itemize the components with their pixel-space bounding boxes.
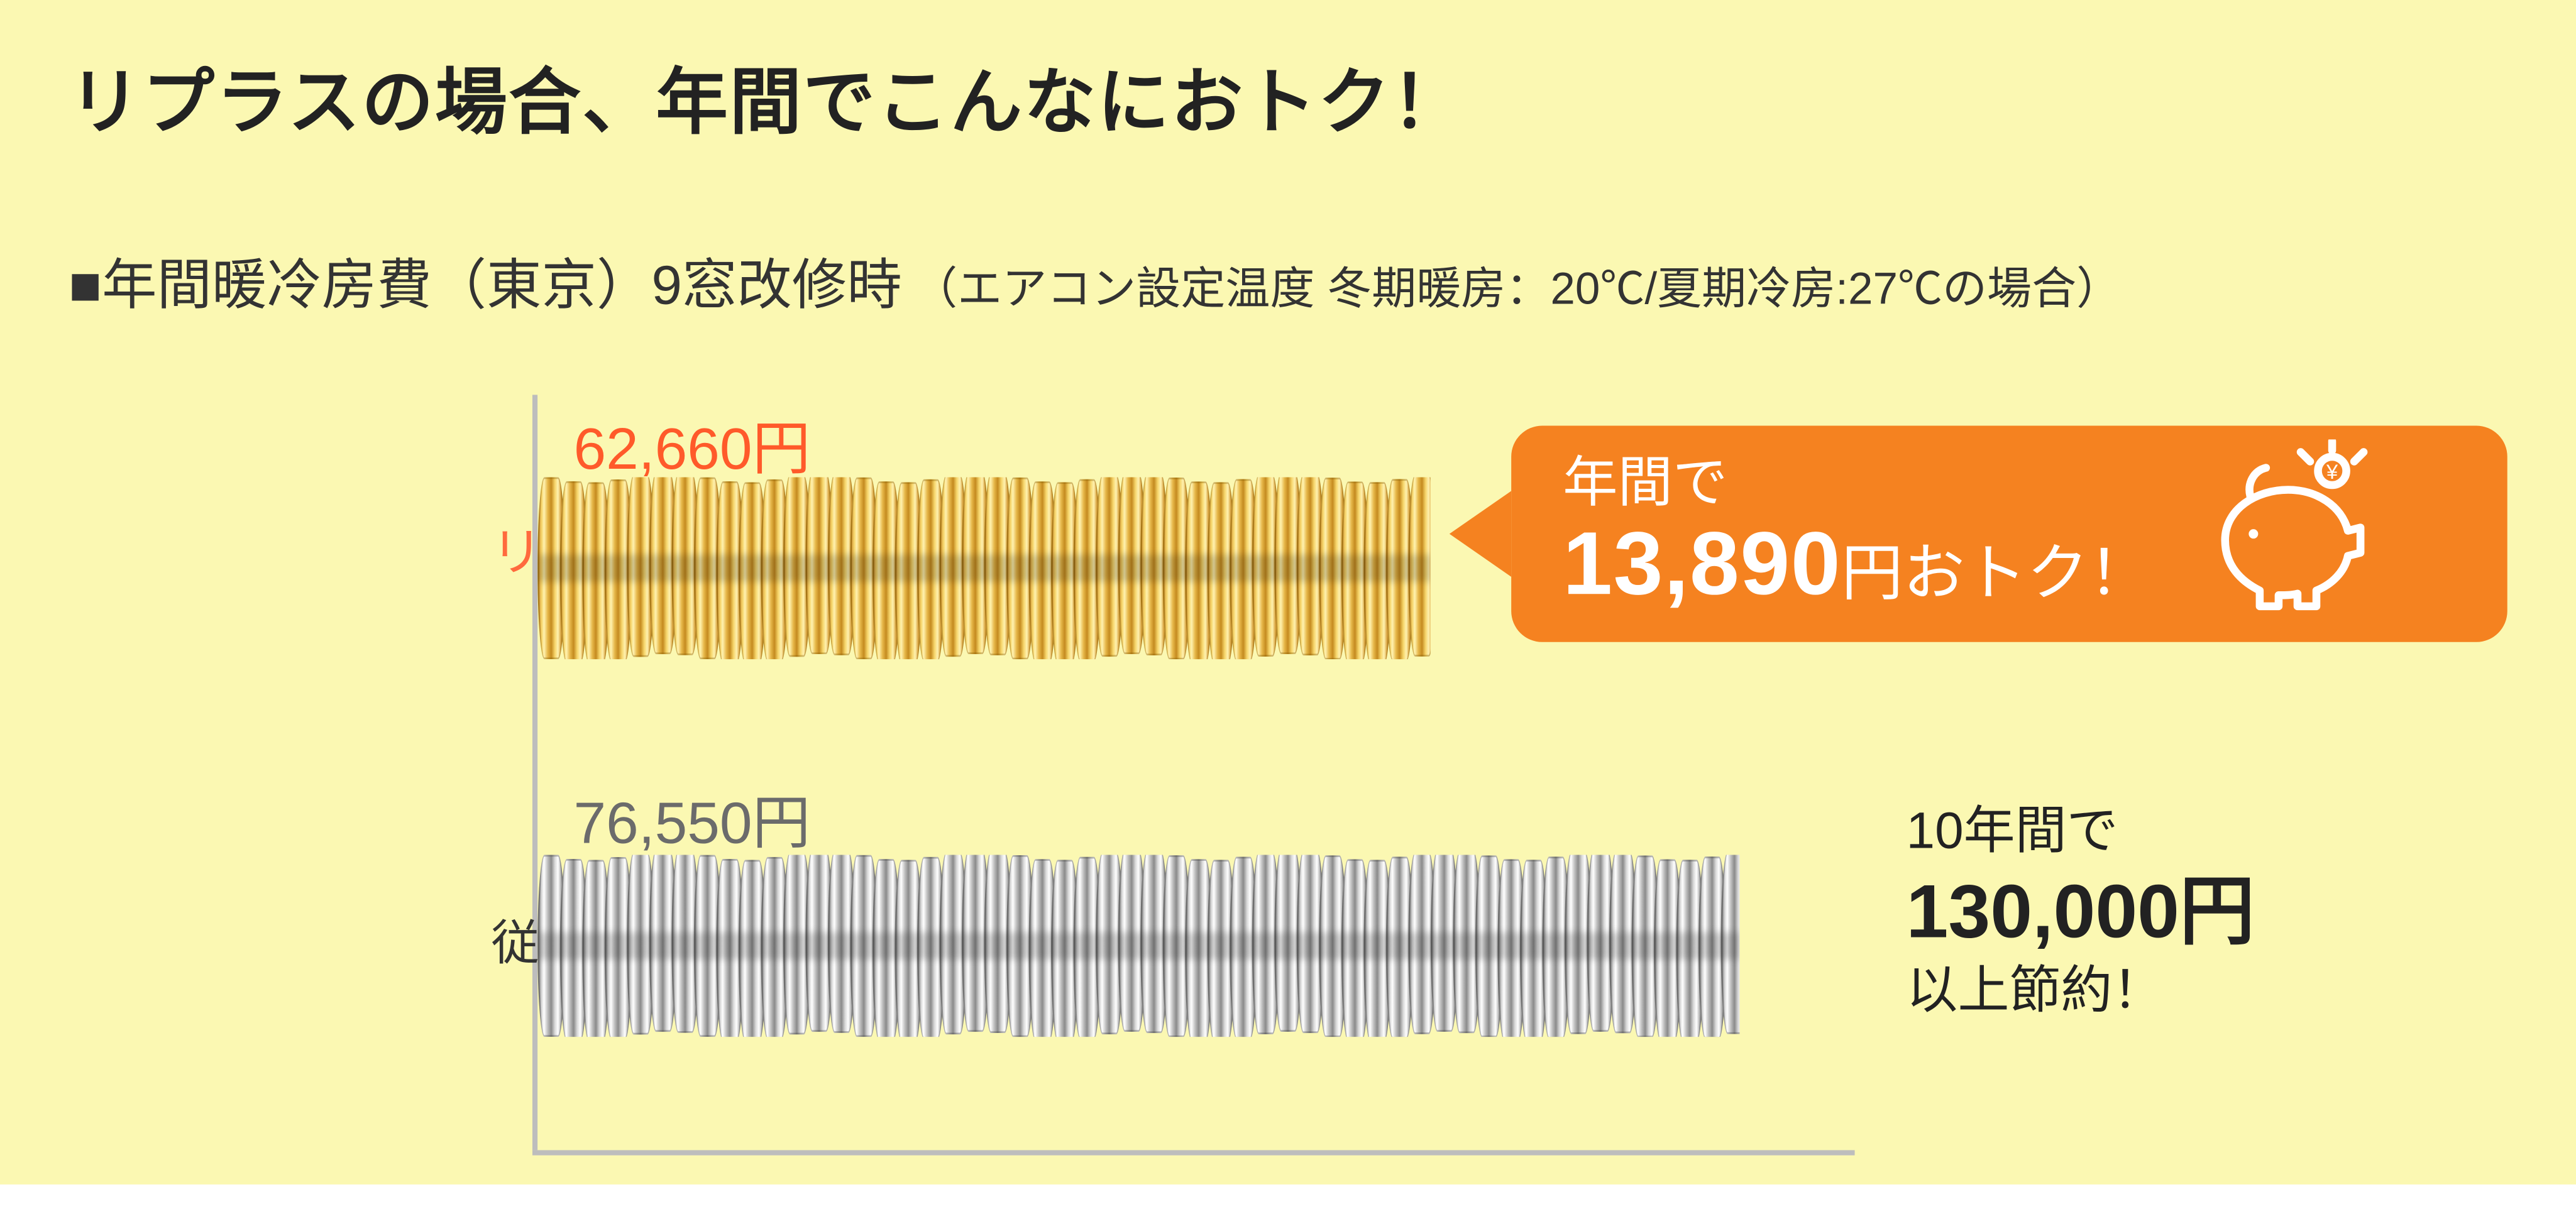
callout-arrow-icon (1450, 491, 1511, 577)
bar-label-conventional: 従来品アルミ単板窓 (491, 907, 532, 976)
ten-year-line1: 10年間で (1907, 800, 2255, 864)
ten-year-savings: 10年間で 130,000円 以上節約！ (1907, 800, 2255, 1023)
bar-label-riplus: リプラス専用枠 (491, 510, 532, 585)
chart-x-axis (532, 1150, 1855, 1155)
callout-text: 年間で 13,890円おトク！ (1563, 451, 2150, 617)
svg-text:¥: ¥ (2326, 461, 2339, 483)
callout-body: 年間で 13,890円おトク！ ¥ (1511, 426, 2507, 642)
bar-value-conventional: 76,550円 (573, 776, 810, 860)
annual-savings-callout: 年間で 13,890円おトク！ ¥ (1511, 426, 2507, 642)
coin-bar-riplus (537, 477, 1431, 659)
callout-savings-unit: 円おトク！ (1841, 537, 2150, 607)
callout-savings-number: 13,890 (1563, 514, 1841, 613)
coin-bar-conventional (537, 855, 1739, 1037)
piggy-bank-icon: ¥ (2181, 439, 2370, 628)
callout-line1: 年間で (1563, 451, 2150, 515)
bar-value-riplus: 62,660円 (573, 402, 810, 486)
ten-year-line3: 以上節約！ (1907, 959, 2255, 1023)
ten-year-amount: 130,000円 (1907, 865, 2255, 959)
chart-y-axis (532, 395, 537, 1150)
infographic-canvas: リプラスの場合、年間でこんなにおトク！ ■年間暖冷房費（東京）9窓改修時 （エア… (0, 0, 2576, 1184)
